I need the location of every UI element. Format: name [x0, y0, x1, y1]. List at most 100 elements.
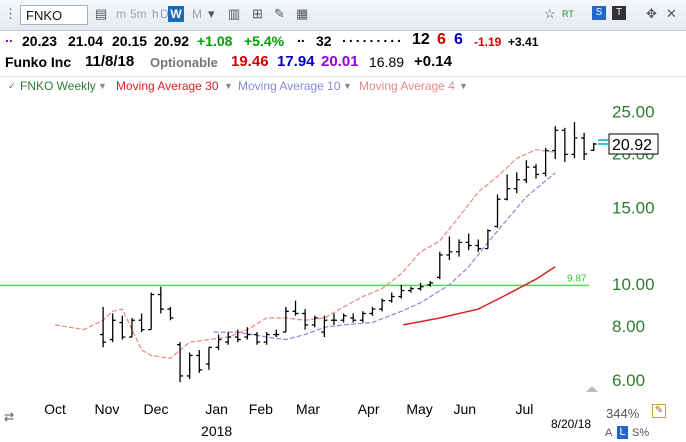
dots-icon: ..: [297, 29, 305, 45]
price-bar: [244, 327, 251, 340]
footer-s-button[interactable]: S%: [632, 427, 650, 439]
high-value: 21.04: [68, 33, 104, 49]
legend-ma30[interactable]: Moving Average 30: [116, 79, 219, 93]
x-tick-label: Oct: [44, 401, 66, 417]
value-c: +3.41: [508, 35, 539, 49]
rt-icon[interactable]: RT: [562, 9, 574, 19]
zoom-value[interactable]: 344%: [606, 406, 640, 421]
price-bar: [398, 284, 405, 299]
legend: ✓ FNKO Weekly ▼ Moving Average 30 ▼ Movi…: [0, 76, 686, 95]
timeframe-day[interactable]: D: [160, 7, 169, 21]
chevron-down-icon[interactable]: ▼: [343, 81, 352, 91]
bar-chart-icon[interactable]: ▥: [228, 6, 241, 21]
end-date: 8/20/18: [551, 417, 592, 431]
refresh-icon[interactable]: ⇄: [4, 410, 15, 424]
price-bar: [263, 332, 270, 345]
price-bar: [119, 315, 126, 340]
x-tick-label: Mar: [296, 401, 320, 417]
price-bar: [436, 251, 443, 280]
price-bar: [302, 309, 309, 330]
price-bar: [157, 286, 164, 314]
chevron-down-icon[interactable]: ▼: [224, 81, 233, 91]
x-tick-label: Feb: [249, 401, 273, 417]
price-bar: [225, 332, 232, 345]
last-price-label: 20.92: [612, 137, 652, 154]
x-tick-label: Jun: [454, 401, 477, 417]
edit-icon[interactable]: ✎: [652, 404, 666, 418]
price-bar: [581, 132, 588, 161]
info-date: 11/8/18: [85, 53, 135, 70]
price-bar: [128, 317, 135, 338]
pencil-icon[interactable]: ✎: [274, 6, 285, 21]
price-bar: [321, 315, 328, 338]
price-bar: [484, 229, 491, 250]
value-e: +0.14: [414, 53, 452, 70]
y-tick-label: 10.00: [612, 275, 655, 294]
price-bar: [369, 306, 376, 316]
timeframe-5m[interactable]: 5m: [130, 7, 147, 21]
price-bar: [475, 239, 482, 252]
price-bar: [359, 311, 366, 323]
chevron-down-icon[interactable]: ▼: [98, 81, 107, 91]
price-bar: [186, 352, 193, 380]
price-bar: [205, 346, 212, 370]
year-label: 2018: [201, 423, 232, 439]
price-bar: [311, 315, 318, 328]
bar-chart-icon[interactable]: ▤: [95, 6, 108, 21]
y-tick-label: 8.00: [612, 317, 645, 336]
dots-icon: ..: [5, 29, 13, 45]
dots-icon: .........: [342, 29, 405, 45]
ma4-value: 20.01: [321, 53, 359, 70]
timeframe-month[interactable]: M: [192, 7, 202, 21]
price-bar: [138, 313, 145, 333]
x-tick-label: Jul: [516, 401, 534, 417]
star-icon[interactable]: ☆: [544, 6, 556, 21]
legend-ma4[interactable]: Moving Average 4: [359, 79, 455, 93]
price-bar: [465, 233, 472, 251]
chevron-down-icon[interactable]: ▼: [459, 81, 468, 91]
price-bar: [523, 160, 530, 184]
footer-a-button[interactable]: A: [605, 427, 613, 439]
calculator-icon[interactable]: ⊞: [252, 6, 263, 21]
low-value: 20.15: [112, 33, 148, 49]
price-bar: [340, 313, 347, 323]
price-bar: [196, 350, 203, 373]
x-tick-label: Apr: [358, 401, 380, 417]
price-bar: [590, 142, 597, 152]
ma30-line: [403, 266, 556, 326]
scroll-up-icon: [586, 386, 598, 392]
s-icon[interactable]: S: [592, 6, 606, 20]
symbol-input[interactable]: FNKO: [20, 5, 88, 25]
cross-icon[interactable]: ✥: [646, 6, 657, 21]
price-bar: [254, 332, 261, 345]
t-icon[interactable]: T: [612, 6, 626, 20]
legend-fnko-weekly[interactable]: FNKO Weekly: [20, 79, 96, 93]
company-name: Funko Inc: [5, 54, 72, 70]
price-bar: [273, 329, 280, 338]
close-icon[interactable]: ✕: [666, 6, 677, 21]
timeframe-hour[interactable]: h: [152, 7, 159, 21]
price-bar: [379, 298, 386, 312]
change-pct-value: +5.4%: [244, 33, 285, 49]
timeframe-week[interactable]: W: [168, 6, 184, 22]
price-bar: [282, 306, 289, 333]
price-bar: [552, 126, 559, 160]
grid-icon[interactable]: ▦: [296, 6, 309, 21]
price-bar: [388, 292, 395, 303]
legend-ma10[interactable]: Moving Average 10: [238, 79, 341, 93]
price-bar: [215, 334, 222, 351]
footer-l-button[interactable]: L: [617, 426, 628, 439]
price-bar: [234, 329, 241, 343]
price-bar: [177, 342, 184, 383]
optionable-label: Optionable: [150, 55, 218, 70]
hamburger-icon[interactable]: ⋮: [4, 6, 17, 21]
price-bar: [533, 164, 539, 179]
price-bar: [427, 281, 434, 287]
timeframe-1m[interactable]: m: [116, 7, 126, 21]
price-bar: [456, 239, 463, 257]
toolbar: ⋮ FNKO ▤ m 5m h D W M ▾ ▥ ⊞ ✎ ▦ ☆ RT S T…: [0, 0, 686, 31]
chevron-down-icon[interactable]: ▾: [208, 6, 215, 21]
value-d: 16.89: [369, 54, 405, 70]
price-bar: [100, 306, 107, 348]
